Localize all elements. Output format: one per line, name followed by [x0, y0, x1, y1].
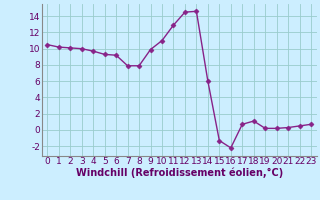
X-axis label: Windchill (Refroidissement éolien,°C): Windchill (Refroidissement éolien,°C) — [76, 168, 283, 178]
